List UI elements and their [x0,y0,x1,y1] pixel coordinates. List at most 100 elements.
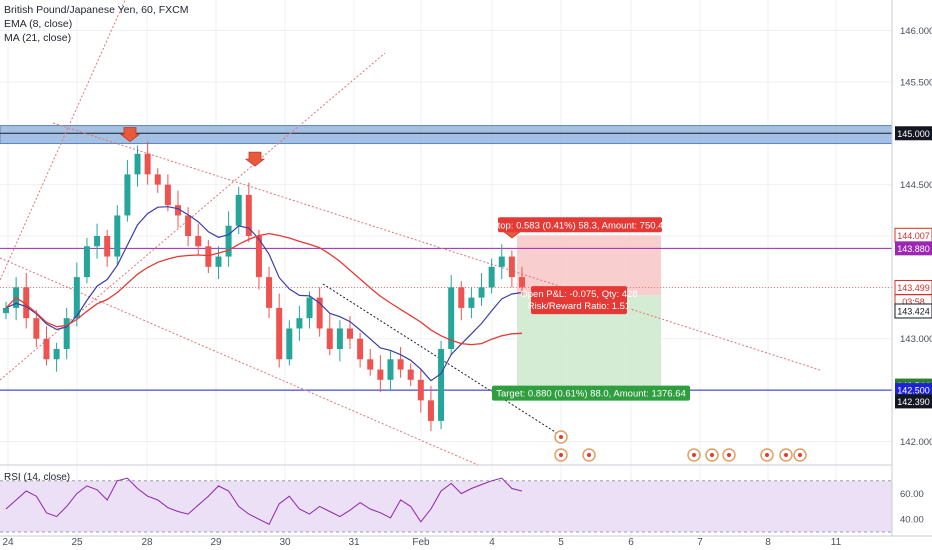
candle-body [185,215,192,236]
price-tag [895,241,932,256]
rsi-line [5,477,523,525]
candle-body [498,256,505,267]
price-tag-label: 143.499 [897,283,930,293]
x-tick-label: 7 [697,537,703,548]
candle-body [3,307,9,314]
candle-body [519,277,525,288]
candle-body [205,246,212,267]
x-tick-label: 6 [628,537,634,548]
falling-trend-line [322,283,564,438]
candle-body [336,328,343,349]
candle-body [276,307,283,360]
event-marker-dot-icon [692,453,696,457]
candle-body [83,246,90,278]
rsi-tick-label: 60.00 [900,489,924,500]
candle-body [154,174,161,185]
grid [0,0,892,536]
event-marker-dot-icon [559,435,563,439]
y-tick-label: 143.000 [900,334,932,345]
candle-body [316,297,323,329]
price-tag [895,383,932,398]
candle-body [407,369,414,380]
price-tag-label: 145.000 [897,129,930,139]
candle-body [124,174,131,216]
price-tag-label: 143.424 [897,306,930,316]
y-tick-label: 145.500 [900,77,932,88]
candle-body [23,287,30,319]
x-tick-label: Feb [412,537,430,548]
legend-ma: MA (21, close) [4,32,72,44]
candle-body [266,277,273,308]
candles [3,141,525,432]
candle-body [73,277,80,319]
candle-body [94,236,101,247]
candle-body [347,328,353,339]
stop-label: Stop: 0.583 (0.41%) 58.3, Amount: 750.48 [491,220,668,231]
rsi-title: RSI (14, close) [4,472,70,483]
stop-zone [517,235,661,296]
ma-line [5,232,523,346]
candle-body [448,287,455,349]
rr-label: Risk/Reward Ratio: 1.51 [528,301,630,312]
candle-body [367,359,374,370]
position-labels: Stop: 0.583 (0.41%) 58.3, Amount: 750.48… [491,217,807,462]
candle-body [286,328,293,360]
event-marker-dot-icon [784,453,788,457]
candle-body [114,215,121,257]
event-marker-dot-icon [710,453,714,457]
candle-body [478,287,485,298]
candle-body [134,153,141,175]
candle-body [53,349,60,360]
time-axis: 24 25 28 29 30 31 Feb 4 5 6 7 8 11 [0,535,932,548]
candle-body [296,318,303,329]
x-tick-label: 5 [558,537,564,548]
x-tick-label: 25 [71,537,83,548]
chart-legend: British Pound/Japanese Yen, 60, FXCM EMA… [4,3,188,45]
rsi-tick-label: 40.00 [900,515,924,526]
ema-line [5,206,523,382]
candle-body [306,297,313,319]
event-marker-dot-icon [765,453,769,457]
candle-body [235,194,242,226]
candle-body [215,256,222,267]
x-tick-label: 8 [765,537,771,548]
zones [0,125,893,386]
price-tag [895,394,932,409]
candle-body [326,328,333,349]
rsi-pane: RSI (14, close) [0,472,892,533]
candle-body [508,256,515,278]
rsi-band [0,480,892,532]
y-tick-label: 144.500 [900,180,932,191]
candle-body [417,379,424,401]
x-tick-label: 24 [2,537,14,548]
x-tick-label: 29 [210,537,222,548]
candle-body [225,225,232,257]
indicators [5,127,523,382]
candle-body [438,349,445,421]
legend-ema: EMA (8, close) [4,18,73,30]
price-tag-label: 03:58 [902,297,925,307]
target-label-box [492,385,690,401]
price-tag-label: 144.007 [897,231,930,241]
x-tick-label: 31 [348,537,360,548]
candle-body [255,236,262,278]
candle-body [33,318,40,339]
candle-body [427,400,434,421]
x-tick-label: 28 [141,537,153,548]
candle-body [43,338,50,360]
down-arrow-icon [244,151,266,167]
event-marker-dot-icon [587,453,591,457]
pnl-label-box [531,286,627,315]
candle-body [377,369,384,380]
channel-line [0,257,479,466]
candle-body [144,153,151,175]
candle-body [175,205,181,216]
x-tick-label: 4 [489,537,495,548]
y-tick-label: 146.000 [900,26,932,37]
candle-body [104,236,111,257]
legend-symbol: British Pound/Japanese Yen, 60, FXCM [4,4,189,16]
y-tick-label: 142.000 [900,437,932,448]
x-tick-label: 30 [279,537,291,548]
